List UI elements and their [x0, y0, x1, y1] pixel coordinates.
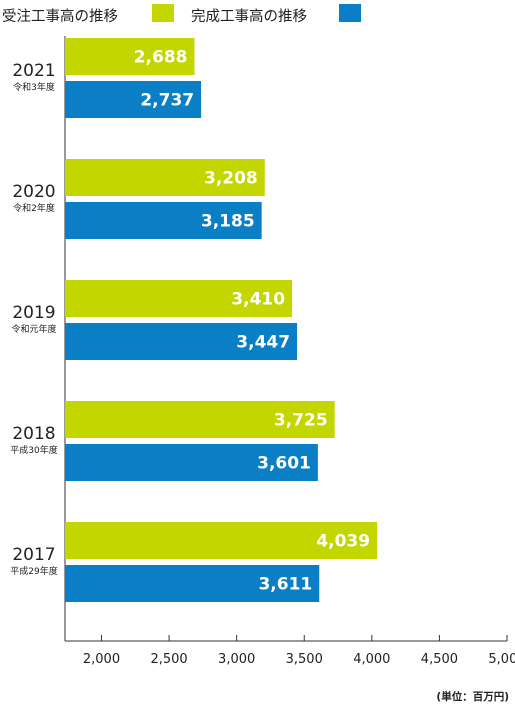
- bar-completed: [65, 202, 262, 239]
- bar-value-label: 3,725: [274, 411, 328, 431]
- x-tick-label: 2,500: [150, 652, 187, 667]
- x-tick-label: 4,500: [421, 652, 458, 667]
- legend-label-orders: 受注工事高の推移: [2, 9, 118, 25]
- category-era-label: 平成30年度: [10, 444, 57, 456]
- bar-completed: [65, 323, 298, 360]
- x-tick-label: 5,000: [488, 652, 515, 667]
- legend-label-completed: 完成工事高の推移: [191, 9, 307, 25]
- legend-swatch-completed: [339, 4, 361, 22]
- bar-value-label: 3,611: [258, 575, 312, 595]
- category-year-label: 2020: [12, 182, 55, 202]
- bar-completed: [65, 444, 318, 481]
- category-era-label: 令和2年度: [13, 202, 55, 214]
- bar-orders: [65, 401, 335, 438]
- bar-value-label: 4,039: [316, 532, 370, 552]
- category-year-label: 2017: [12, 545, 55, 565]
- bar-orders: [65, 159, 265, 196]
- bar-value-label: 2,737: [140, 91, 194, 111]
- bar-orders: [65, 280, 293, 317]
- x-tick-label: 4,000: [353, 652, 390, 667]
- category-era-label: 平成29年度: [10, 565, 57, 577]
- bar-completed: [65, 81, 202, 118]
- bar-value-label: 3,601: [257, 454, 311, 474]
- category-era-label: 令和3年度: [13, 81, 55, 93]
- legend-swatch-orders: [152, 4, 174, 22]
- bar-value-label: 3,447: [236, 333, 290, 353]
- legend: 受注工事高の推移 完成工事高の推移: [0, 0, 515, 28]
- x-tick-label: 3,000: [218, 652, 255, 667]
- x-tick-label: 3,500: [286, 652, 323, 667]
- bar-value-label: 3,185: [201, 212, 255, 232]
- category-year-label: 2018: [12, 424, 55, 444]
- unit-label: (単位：百万円): [436, 691, 509, 703]
- bar-value-label: 3,410: [231, 290, 285, 310]
- bar-value-label: 3,208: [204, 169, 258, 189]
- bar-orders: [65, 522, 378, 559]
- category-year-label: 2021: [12, 61, 55, 81]
- bar-completed: [65, 565, 320, 602]
- x-tick-label: 2,000: [83, 652, 120, 667]
- bar-orders: [65, 38, 195, 75]
- category-year-label: 2019: [12, 303, 55, 323]
- bar-value-label: 2,688: [134, 48, 188, 68]
- category-era-label: 令和元年度: [11, 323, 56, 335]
